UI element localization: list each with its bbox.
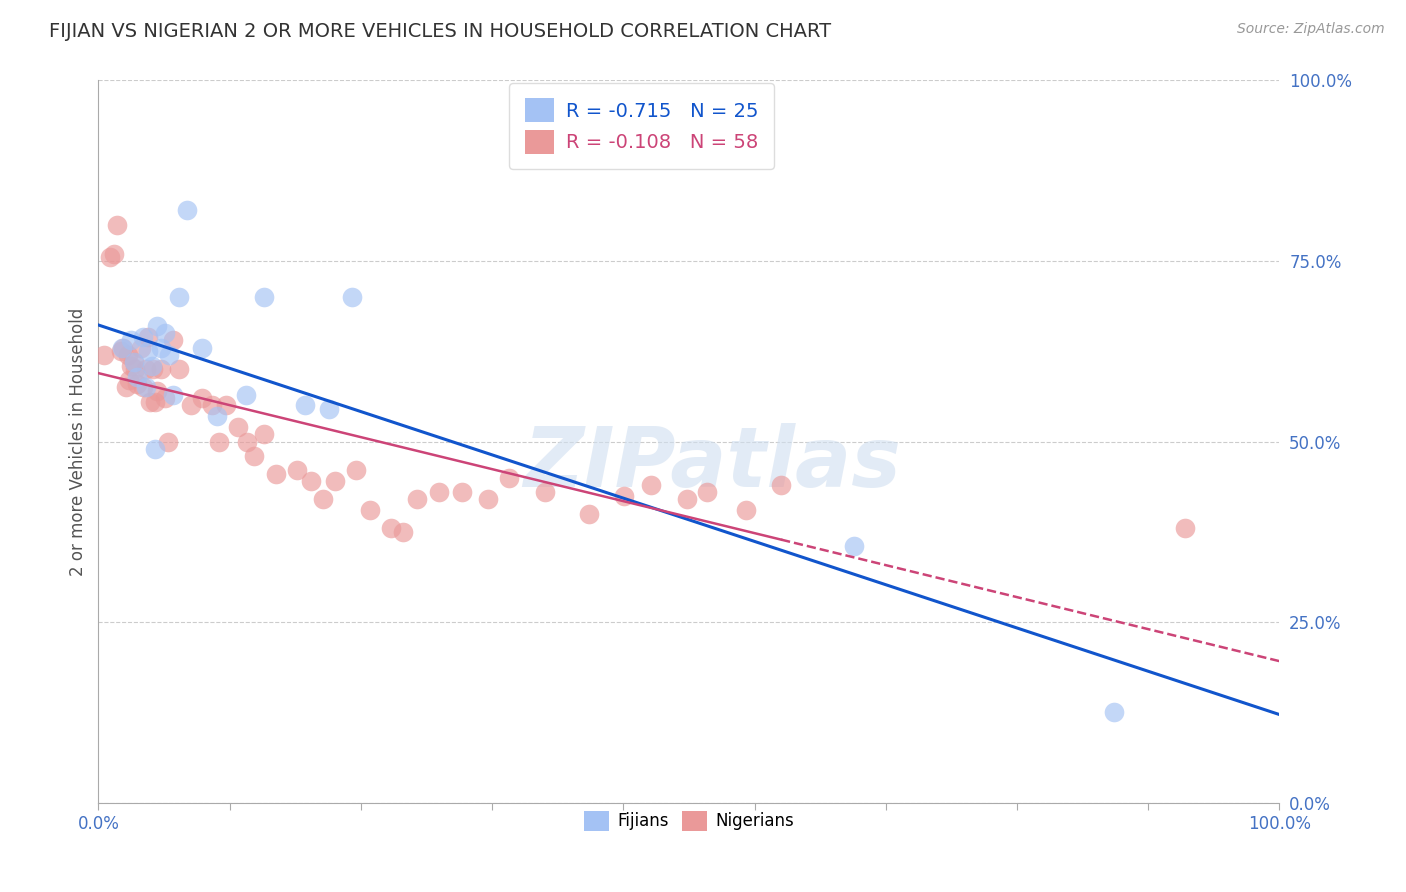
Nigerians — [93, 348, 115, 362]
Nigerians — [103, 246, 125, 260]
Fijians — [1102, 706, 1125, 720]
Fijians — [162, 387, 184, 401]
Nigerians — [117, 348, 139, 362]
Nigerians — [136, 330, 159, 344]
Nigerians — [359, 503, 381, 517]
Nigerians — [734, 503, 756, 517]
Fijians — [135, 380, 157, 394]
Nigerians — [344, 463, 367, 477]
Nigerians — [208, 434, 231, 449]
Nigerians — [253, 427, 276, 442]
Nigerians — [675, 492, 697, 507]
Nigerians — [135, 362, 157, 376]
Nigerians — [129, 341, 152, 355]
Nigerians — [139, 394, 162, 409]
Nigerians — [534, 485, 557, 500]
Nigerians — [150, 362, 173, 376]
Nigerians — [613, 489, 636, 503]
Fijians — [143, 442, 166, 456]
Fijians — [167, 290, 190, 304]
Fijians — [342, 290, 364, 304]
Nigerians — [180, 398, 202, 412]
Fijians — [141, 359, 163, 373]
Nigerians — [285, 463, 308, 477]
Nigerians — [640, 478, 662, 492]
Nigerians — [132, 380, 155, 394]
Nigerians — [143, 394, 166, 409]
Nigerians — [498, 470, 520, 484]
Nigerians — [392, 524, 415, 539]
Nigerians — [112, 341, 135, 355]
Nigerians — [264, 467, 287, 481]
Nigerians — [118, 373, 141, 387]
Nigerians — [236, 434, 259, 449]
Nigerians — [98, 250, 121, 264]
Nigerians — [157, 434, 180, 449]
Fijians — [205, 409, 228, 424]
Nigerians — [312, 492, 335, 507]
Nigerians — [299, 475, 322, 489]
Y-axis label: 2 or more Vehicles in Household: 2 or more Vehicles in Household — [69, 308, 87, 575]
Text: FIJIAN VS NIGERIAN 2 OR MORE VEHICLES IN HOUSEHOLD CORRELATION CHART: FIJIAN VS NIGERIAN 2 OR MORE VEHICLES IN… — [49, 22, 831, 41]
Nigerians — [191, 391, 214, 405]
Fijians — [253, 290, 276, 304]
Fijians — [294, 398, 316, 412]
Nigerians — [114, 380, 136, 394]
Nigerians — [323, 475, 346, 489]
Nigerians — [451, 485, 474, 500]
Nigerians — [142, 362, 165, 376]
Nigerians — [110, 344, 132, 359]
Nigerians — [121, 359, 143, 373]
Fijians — [132, 330, 155, 344]
Fijians — [844, 539, 866, 553]
Nigerians — [124, 362, 146, 376]
Fijians — [191, 341, 214, 355]
Nigerians — [477, 492, 499, 507]
Nigerians — [770, 478, 793, 492]
Fijians — [157, 348, 180, 362]
Fijians — [127, 369, 149, 384]
Fijians — [153, 326, 176, 340]
Nigerians — [167, 362, 190, 376]
Fijians — [176, 203, 198, 218]
Nigerians — [127, 376, 149, 391]
Nigerians — [578, 507, 600, 521]
Fijians — [318, 402, 340, 417]
Nigerians — [146, 384, 169, 398]
Nigerians — [153, 391, 176, 405]
Legend: Fijians, Nigerians: Fijians, Nigerians — [576, 805, 801, 838]
Fijians — [136, 344, 159, 359]
Text: ZIPatlas: ZIPatlas — [523, 423, 901, 504]
Nigerians — [380, 521, 402, 535]
Nigerians — [122, 355, 145, 369]
Fijians — [150, 341, 173, 355]
Fijians — [111, 341, 134, 355]
Nigerians — [226, 420, 249, 434]
Fijians — [235, 387, 257, 401]
Nigerians — [1174, 521, 1197, 535]
Nigerians — [201, 398, 224, 412]
Fijians — [122, 355, 145, 369]
Text: Source: ZipAtlas.com: Source: ZipAtlas.com — [1237, 22, 1385, 37]
Nigerians — [105, 218, 128, 232]
Nigerians — [243, 449, 266, 463]
Nigerians — [162, 334, 184, 348]
Fijians — [121, 334, 143, 348]
Nigerians — [215, 398, 238, 412]
Nigerians — [427, 485, 450, 500]
Nigerians — [696, 485, 718, 500]
Fijians — [146, 318, 169, 333]
Nigerians — [406, 492, 429, 507]
